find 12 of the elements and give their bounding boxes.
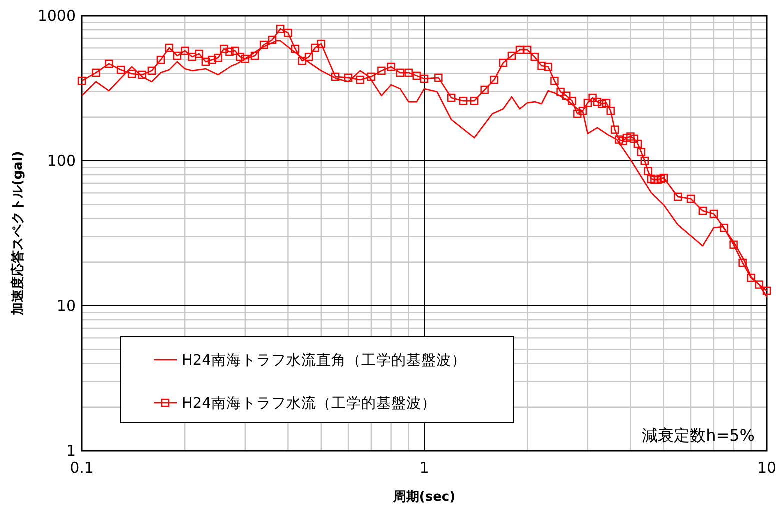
legend-label: H24南海トラフ水流直角（工学的基盤波）	[182, 352, 466, 369]
y-tick-label: 10	[56, 297, 76, 315]
x-tick-label: 0.1	[70, 459, 94, 477]
x-axis-title: 周期(sec)	[392, 490, 456, 505]
annotation: 減衰定数h=5%	[642, 426, 755, 445]
y-axis-title: 加速度応答スペクトル(gal)	[10, 151, 26, 317]
x-tick-label: 10	[757, 459, 776, 477]
y-tick-label: 1	[66, 442, 76, 460]
legend-label: H24南海トラフ水流（工学的基盤波）	[182, 395, 436, 412]
x-tick-label: 1	[420, 459, 430, 477]
y-tick-label: 1000	[38, 7, 76, 25]
y-tick-label: 100	[47, 152, 76, 170]
